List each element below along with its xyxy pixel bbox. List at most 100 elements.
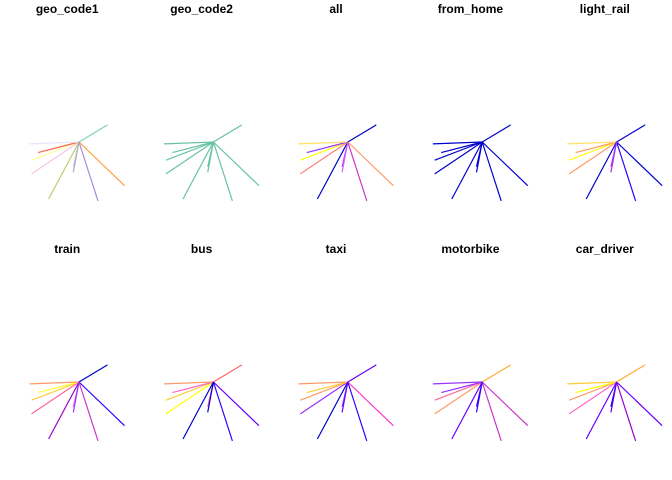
desire-line — [213, 364, 243, 383]
desire-line — [475, 381, 483, 413]
desire-line — [451, 141, 483, 200]
desire-line — [31, 381, 80, 401]
desire-line — [165, 381, 214, 401]
desire-line — [298, 381, 348, 385]
desire-line — [585, 381, 618, 440]
desire-line — [567, 141, 617, 145]
desire-line — [434, 381, 483, 401]
desire-line — [575, 141, 617, 154]
panel-geo-code2: geo_code2 — [163, 2, 260, 202]
desire-line — [37, 381, 80, 394]
desire-line — [616, 364, 646, 383]
desire-line — [78, 364, 108, 383]
desire-line — [347, 381, 368, 442]
desire-line — [300, 381, 349, 401]
panel-title: light_rail — [580, 2, 630, 16]
desire-line — [72, 381, 80, 413]
desire-line — [31, 381, 80, 415]
desire-line — [481, 141, 502, 202]
panel-car-driver: car_driver — [567, 242, 663, 442]
desire-line — [481, 141, 529, 187]
panel-title: motorbike — [441, 242, 499, 256]
panel-geo-code1: geo_code1 — [29, 2, 126, 202]
desire-line — [434, 381, 483, 415]
desire-line — [165, 381, 214, 415]
desire-line — [78, 141, 126, 187]
desire-line — [298, 141, 348, 145]
desire-line — [341, 381, 349, 413]
panel-title: car_driver — [576, 242, 634, 256]
desire-line — [172, 381, 214, 394]
desire-line — [475, 141, 483, 173]
desire-line — [434, 141, 483, 175]
desire-line — [451, 381, 483, 440]
panel-title: geo_code1 — [36, 2, 99, 16]
desire-line — [434, 141, 483, 161]
panel-all: all — [298, 2, 394, 202]
desire-line — [610, 381, 618, 413]
desire-line — [347, 141, 394, 187]
desire-line — [441, 381, 483, 394]
desire-line — [568, 381, 617, 401]
desire-line — [172, 141, 214, 154]
desire-line — [567, 381, 617, 385]
desire-line — [616, 381, 637, 442]
desire-line — [212, 141, 260, 187]
panel-title: taxi — [326, 242, 347, 256]
desire-line — [306, 381, 348, 394]
desire-line — [37, 141, 80, 154]
desire-line — [207, 381, 214, 413]
desire-line — [568, 141, 617, 175]
desire-line — [31, 141, 80, 161]
desire-line — [316, 141, 349, 200]
panel-train: train — [29, 242, 126, 442]
panel-bus: bus — [163, 242, 260, 442]
desire-line — [316, 381, 349, 440]
desire-line — [29, 381, 80, 385]
desire-line — [568, 381, 617, 415]
desire-line — [299, 141, 349, 175]
desire-line — [48, 381, 80, 440]
desire-line — [610, 141, 618, 173]
desire-line — [300, 141, 349, 161]
panel-light-rail: light_rail — [567, 2, 663, 202]
desire-line — [207, 141, 214, 173]
panel-motorbike: motorbike — [432, 242, 529, 442]
panel-title: geo_code2 — [170, 2, 233, 16]
desire-line — [341, 141, 349, 173]
desire-line — [347, 364, 377, 383]
desire-line — [441, 141, 483, 154]
desire-line — [72, 141, 80, 173]
desire-line — [585, 141, 618, 200]
desire-line — [29, 141, 80, 145]
desire-line — [347, 381, 394, 427]
desire-line — [481, 124, 512, 143]
desire-line — [481, 381, 502, 442]
desire-line — [182, 141, 214, 200]
desire-line — [616, 124, 646, 143]
desire-line — [616, 381, 663, 427]
panel-from-home: from_home — [432, 2, 529, 202]
desire-line — [347, 124, 377, 143]
desire-line — [481, 364, 512, 383]
desire-line — [182, 381, 214, 440]
desire-line — [616, 141, 637, 202]
desire-line — [163, 381, 214, 385]
desire-line — [212, 141, 233, 202]
desire-line — [212, 381, 233, 442]
panel-taxi: taxi — [298, 242, 394, 442]
desire-line — [616, 141, 663, 187]
desire-line — [78, 381, 99, 442]
desire-line — [48, 141, 80, 200]
desire-line — [432, 381, 483, 385]
desire-line — [432, 141, 483, 145]
desire-line — [78, 141, 99, 202]
desire-line — [212, 381, 260, 427]
panel-title: train — [54, 242, 80, 256]
desire-line — [165, 141, 214, 175]
panel-title: from_home — [438, 2, 504, 16]
desire-line — [575, 381, 617, 394]
desire-line — [568, 141, 617, 161]
desire-line — [78, 381, 126, 427]
